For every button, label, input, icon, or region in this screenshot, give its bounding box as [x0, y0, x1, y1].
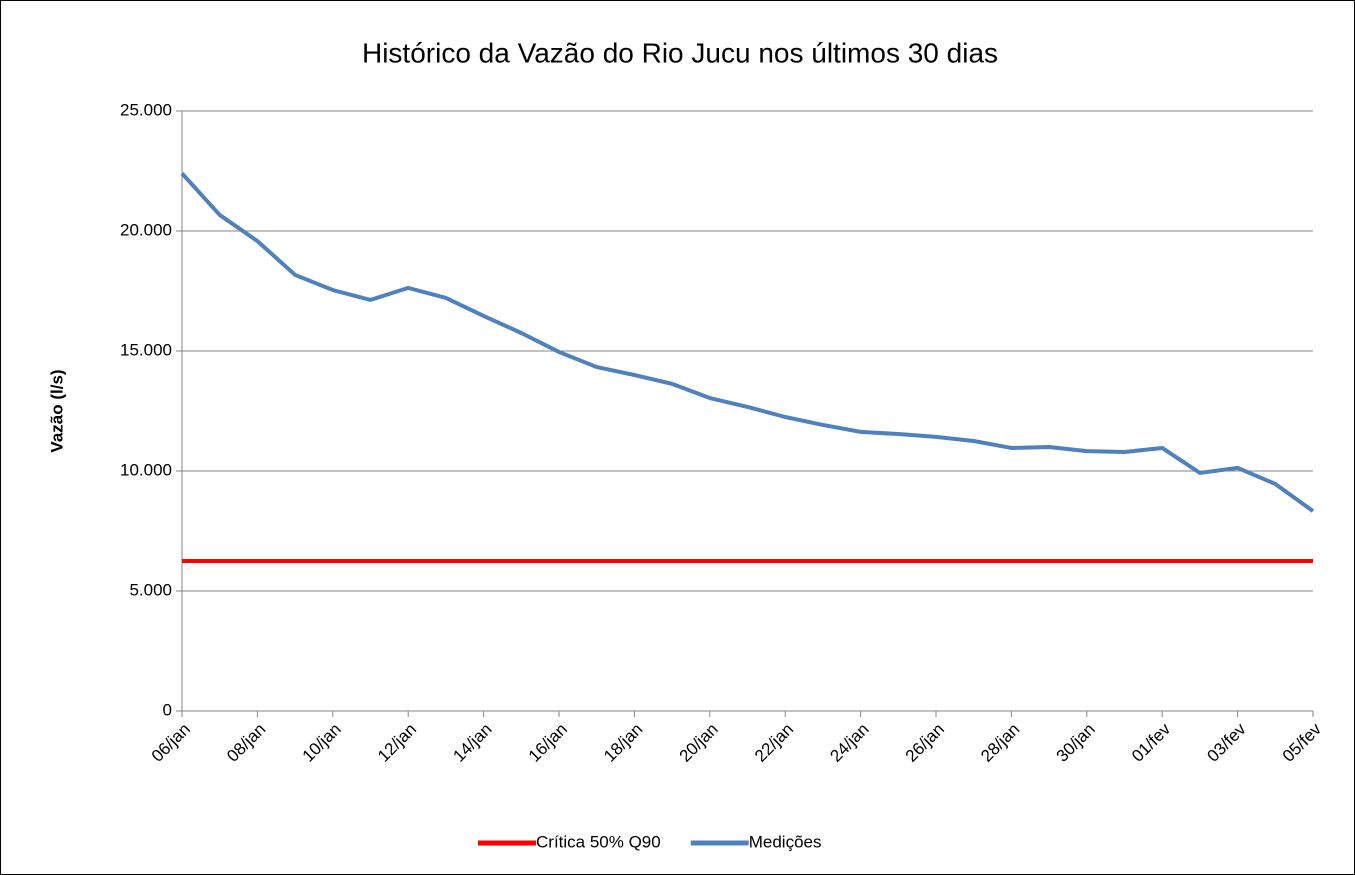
chart-title: Histórico da Vazão do Rio Jucu nos últim… — [362, 37, 998, 68]
y-tick-label: 20.000 — [120, 220, 172, 239]
y-axis-label: Vazão (l/s) — [47, 369, 66, 452]
legend-label: Crítica 50% Q90 — [536, 832, 661, 851]
y-tick-label: 25.000 — [120, 100, 172, 119]
y-tick-label: 15.000 — [120, 340, 172, 359]
y-tick-label: 0 — [163, 700, 172, 719]
y-tick-label: 5.000 — [129, 580, 172, 599]
y-tick-label: 10.000 — [120, 460, 172, 479]
legend-label: Medições — [749, 832, 822, 851]
line-series — [180, 172, 1315, 513]
